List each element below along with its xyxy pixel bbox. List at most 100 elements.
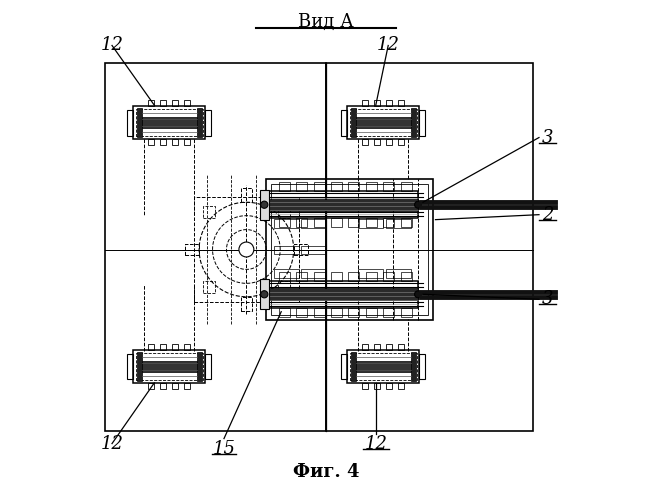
Bar bbox=[301, 220, 326, 229]
Bar bbox=[366, 308, 377, 317]
Bar bbox=[386, 344, 392, 350]
Bar bbox=[400, 182, 411, 191]
Text: Вид А: Вид А bbox=[298, 13, 354, 31]
Bar bbox=[197, 108, 201, 137]
Bar bbox=[348, 271, 359, 280]
Bar bbox=[400, 308, 411, 317]
Bar bbox=[278, 219, 289, 228]
Bar bbox=[349, 109, 417, 136]
Bar bbox=[271, 184, 428, 315]
Bar bbox=[148, 139, 155, 145]
Bar bbox=[259, 190, 269, 220]
Bar bbox=[160, 100, 166, 106]
Bar bbox=[301, 246, 326, 254]
Bar bbox=[349, 353, 417, 380]
Bar bbox=[278, 308, 289, 317]
Bar bbox=[348, 219, 359, 228]
Bar bbox=[296, 219, 307, 228]
Bar bbox=[278, 206, 290, 218]
Bar bbox=[347, 106, 419, 139]
Bar bbox=[331, 182, 342, 191]
Bar bbox=[301, 269, 326, 278]
Bar bbox=[411, 352, 415, 381]
Bar bbox=[386, 383, 392, 389]
Bar bbox=[185, 383, 190, 389]
Bar bbox=[104, 63, 326, 431]
Text: 2: 2 bbox=[542, 206, 553, 224]
Bar bbox=[148, 344, 155, 350]
Bar bbox=[266, 179, 433, 320]
Bar bbox=[400, 219, 411, 228]
Bar bbox=[296, 182, 307, 191]
Bar bbox=[160, 344, 166, 350]
Circle shape bbox=[261, 201, 268, 208]
Bar bbox=[400, 271, 411, 280]
Bar bbox=[136, 353, 203, 380]
Bar bbox=[359, 220, 383, 229]
Bar bbox=[348, 308, 359, 317]
Bar bbox=[374, 100, 380, 106]
Bar bbox=[356, 117, 411, 128]
Bar bbox=[293, 244, 308, 255]
Bar bbox=[278, 281, 290, 293]
Text: 12: 12 bbox=[364, 435, 387, 453]
Bar bbox=[278, 271, 289, 280]
Bar bbox=[398, 344, 404, 350]
Bar bbox=[331, 219, 342, 228]
Text: Фиг. 4: Фиг. 4 bbox=[293, 463, 359, 481]
Bar bbox=[160, 139, 166, 145]
Bar bbox=[359, 269, 383, 278]
Bar bbox=[137, 352, 142, 381]
Bar bbox=[142, 117, 197, 128]
Bar bbox=[411, 108, 415, 137]
Text: 12: 12 bbox=[100, 36, 123, 54]
Bar bbox=[383, 271, 394, 280]
Bar bbox=[356, 361, 411, 372]
Bar bbox=[314, 271, 325, 280]
Bar bbox=[419, 110, 425, 136]
Bar bbox=[383, 308, 394, 317]
Bar bbox=[363, 100, 368, 106]
Bar bbox=[331, 308, 342, 317]
Bar bbox=[296, 308, 307, 317]
Bar bbox=[386, 139, 392, 145]
Bar bbox=[172, 139, 178, 145]
Bar bbox=[348, 182, 359, 191]
Bar bbox=[383, 182, 394, 191]
Bar bbox=[269, 199, 418, 211]
Text: 15: 15 bbox=[213, 440, 235, 458]
Text: 12: 12 bbox=[377, 36, 400, 54]
Bar bbox=[136, 109, 203, 136]
Bar bbox=[148, 383, 155, 389]
Bar bbox=[205, 110, 211, 136]
Bar bbox=[363, 139, 368, 145]
Bar bbox=[127, 353, 133, 379]
Bar bbox=[133, 350, 205, 383]
Bar bbox=[398, 383, 404, 389]
Bar bbox=[326, 63, 533, 431]
Bar bbox=[366, 271, 377, 280]
Bar bbox=[386, 100, 392, 106]
Bar bbox=[398, 139, 404, 145]
Bar bbox=[148, 100, 155, 106]
Bar bbox=[197, 352, 201, 381]
Bar bbox=[127, 110, 133, 136]
Bar bbox=[386, 220, 411, 229]
Bar bbox=[398, 100, 404, 106]
Bar bbox=[374, 139, 380, 145]
Bar bbox=[341, 353, 347, 379]
Bar bbox=[269, 288, 418, 300]
Bar bbox=[314, 182, 325, 191]
Bar bbox=[203, 206, 215, 218]
Bar bbox=[185, 244, 199, 255]
Text: 3: 3 bbox=[542, 290, 553, 308]
Bar bbox=[374, 383, 380, 389]
Bar bbox=[331, 271, 342, 280]
Bar bbox=[185, 344, 190, 350]
Bar bbox=[203, 281, 215, 293]
Bar bbox=[386, 269, 411, 278]
Text: 3: 3 bbox=[542, 129, 553, 147]
Bar bbox=[269, 191, 418, 219]
Bar bbox=[363, 344, 368, 350]
Circle shape bbox=[261, 291, 268, 298]
